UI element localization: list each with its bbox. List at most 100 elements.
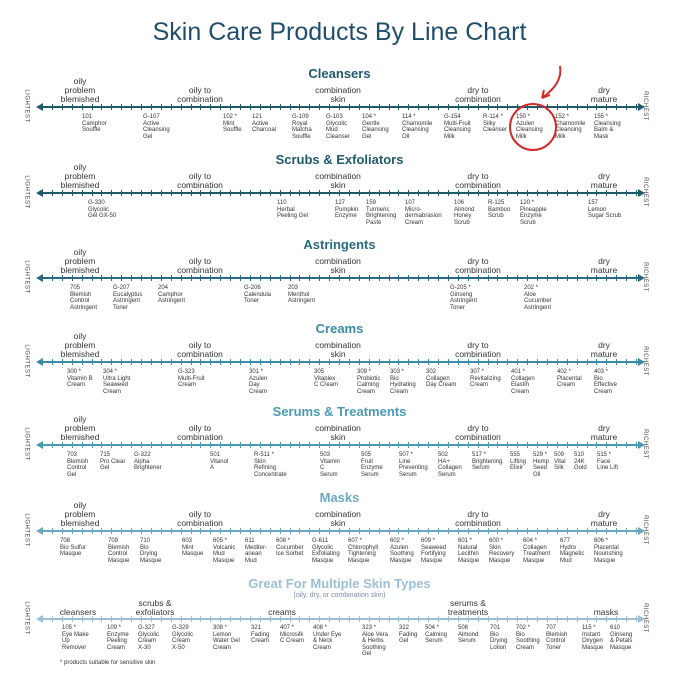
- section-astringents-lightest-label: LIGHTEST: [23, 260, 30, 294]
- section-scrubs-tick: [358, 190, 360, 196]
- section-multi-tick: [408, 616, 410, 622]
- section-masks-tick: [546, 528, 548, 534]
- section-masks-tick: [378, 528, 380, 534]
- section-serums-tick: [438, 442, 439, 448]
- section-multi-tick: [378, 616, 380, 622]
- section-astringents-tick: [636, 275, 637, 281]
- section-creams-tick: [269, 359, 271, 365]
- section-cleansers-tick: [230, 104, 232, 110]
- product-label: 606 * Placental Nourishing Masque: [594, 538, 623, 564]
- section-creams-tick: [339, 359, 340, 365]
- section-astringents-axis-right-arrow-icon: [638, 274, 645, 282]
- product-label: 515 * Face Line Lift: [597, 452, 619, 472]
- skin-type-label: oily to combination: [177, 256, 223, 275]
- section-scrubs-axis-left-arrow-icon: [36, 189, 43, 197]
- section-serums-tick: [200, 442, 202, 448]
- section-multi-tick: [556, 616, 558, 622]
- section-masks-axis-left-arrow-icon: [36, 527, 43, 535]
- section-masks-tick: [190, 528, 192, 534]
- product-label: 107 Micro-dermabrasion Cream: [405, 200, 442, 226]
- skin-type-label: combination skin: [315, 340, 361, 359]
- product-label: 109 * Enzyme Peeling Cream: [107, 625, 129, 651]
- section-masks-tick: [269, 528, 271, 534]
- skin-type-label: dry mature: [590, 340, 618, 359]
- section-serums-tick: [418, 442, 420, 448]
- section-masks-lightest-label: LIGHTEST: [23, 513, 30, 547]
- section-serums-tick: [269, 442, 271, 448]
- section-creams-tick: [358, 359, 360, 365]
- section-cleansers-tick: [269, 104, 271, 110]
- product-label: G-109 Royal Matcha Souffle: [292, 114, 312, 140]
- section-scrubs-tick: [546, 190, 548, 196]
- section-creams-richest-label: RICHEST: [641, 346, 648, 376]
- section-astringents-tick: [457, 275, 459, 281]
- section-scrubs-ticks: [42, 190, 638, 196]
- section-scrubs-tick: [576, 190, 578, 196]
- section-multi-tick: [299, 616, 301, 622]
- section-serums-tick: [91, 442, 93, 448]
- section-title-cleansers: Cleansers: [308, 66, 371, 81]
- section-cleansers-tick: [368, 104, 370, 110]
- section-creams-tick: [566, 359, 568, 365]
- product-label: 127 Pumpkin Enzyme: [335, 200, 359, 220]
- section-serums-tick: [596, 442, 598, 448]
- section-creams-tick: [487, 359, 489, 365]
- section-multi-tick: [91, 616, 93, 622]
- section-scrubs-richest-label: RICHEST: [641, 177, 648, 207]
- product-label: 301 * Azulen Day Cream: [249, 369, 268, 395]
- section-multi-tick: [249, 616, 251, 622]
- section-multi-tick: [428, 616, 430, 622]
- skin-type-label: combination skin: [315, 423, 361, 442]
- section-creams-tick: [61, 359, 63, 365]
- section-serums-tick: [289, 442, 291, 448]
- section-cleansers-tick: [438, 104, 439, 110]
- section-creams-tick: [111, 359, 113, 365]
- section-serums-tick: [477, 442, 479, 448]
- section-creams-tick: [606, 359, 608, 365]
- section-multi-axis-line: [42, 618, 638, 620]
- section-creams-tick: [51, 359, 53, 365]
- section-creams-tick: [279, 359, 281, 365]
- section-astringents-tick: [546, 275, 548, 281]
- section-creams-tick: [616, 359, 618, 365]
- section-masks-tick: [517, 528, 519, 534]
- section-masks-tick: [210, 528, 212, 534]
- section-multi-tick: [457, 616, 459, 622]
- section-astringents-tick: [141, 275, 142, 281]
- section-creams-tick: [150, 359, 152, 365]
- section-multi-tick: [507, 616, 509, 622]
- section-serums-tick: [259, 442, 261, 448]
- section-cleansers-lightest-label: LIGHTEST: [23, 89, 30, 123]
- section-creams-tick: [438, 359, 439, 365]
- section-serums-tick: [339, 442, 340, 448]
- section-scrubs-tick: [329, 190, 331, 196]
- product-label: 603 Mint Masque: [182, 538, 204, 558]
- section-serums-tick: [398, 442, 400, 448]
- product-label: 106 Almond Honey Scrub: [454, 200, 475, 226]
- section-masks-tick: [556, 528, 558, 534]
- product-label: 121 Active Charcoal: [252, 114, 277, 134]
- product-label: 104 * Gentle Cleansing Gel: [362, 114, 389, 140]
- section-cleansers-tick: [576, 104, 578, 110]
- section-serums-axis-right-arrow-icon: [638, 441, 645, 449]
- section-creams-tick: [497, 359, 499, 365]
- section-cleansers-tick: [329, 104, 331, 110]
- multi-category-label: creams: [268, 607, 296, 617]
- section-multi-tick: [537, 616, 538, 622]
- product-label: 605 * Volcanic Mud Masque: [213, 538, 236, 564]
- product-label: 403 * Bio Effective Cream: [594, 369, 617, 395]
- section-scrubs-tick: [586, 190, 588, 196]
- section-scrubs-tick: [467, 190, 469, 196]
- section-astringents-tick: [388, 275, 390, 281]
- section-serums-tick: [507, 442, 509, 448]
- section-astringents-tick: [101, 275, 103, 281]
- product-label: G-205 * Ginseng Astringent Toner: [450, 285, 478, 311]
- section-multi-tick: [71, 616, 73, 622]
- product-label: 304 * Ultra Light Seaweed Cream: [103, 369, 131, 395]
- section-astringents-tick: [378, 275, 380, 281]
- product-label: G-330 Glycolic Gel GX-50: [88, 200, 117, 220]
- skin-type-label: dry mature: [590, 423, 618, 442]
- section-cleansers-tick: [210, 104, 212, 110]
- section-serums-tick: [240, 442, 241, 448]
- product-label: 321 Fading Cream: [251, 625, 270, 645]
